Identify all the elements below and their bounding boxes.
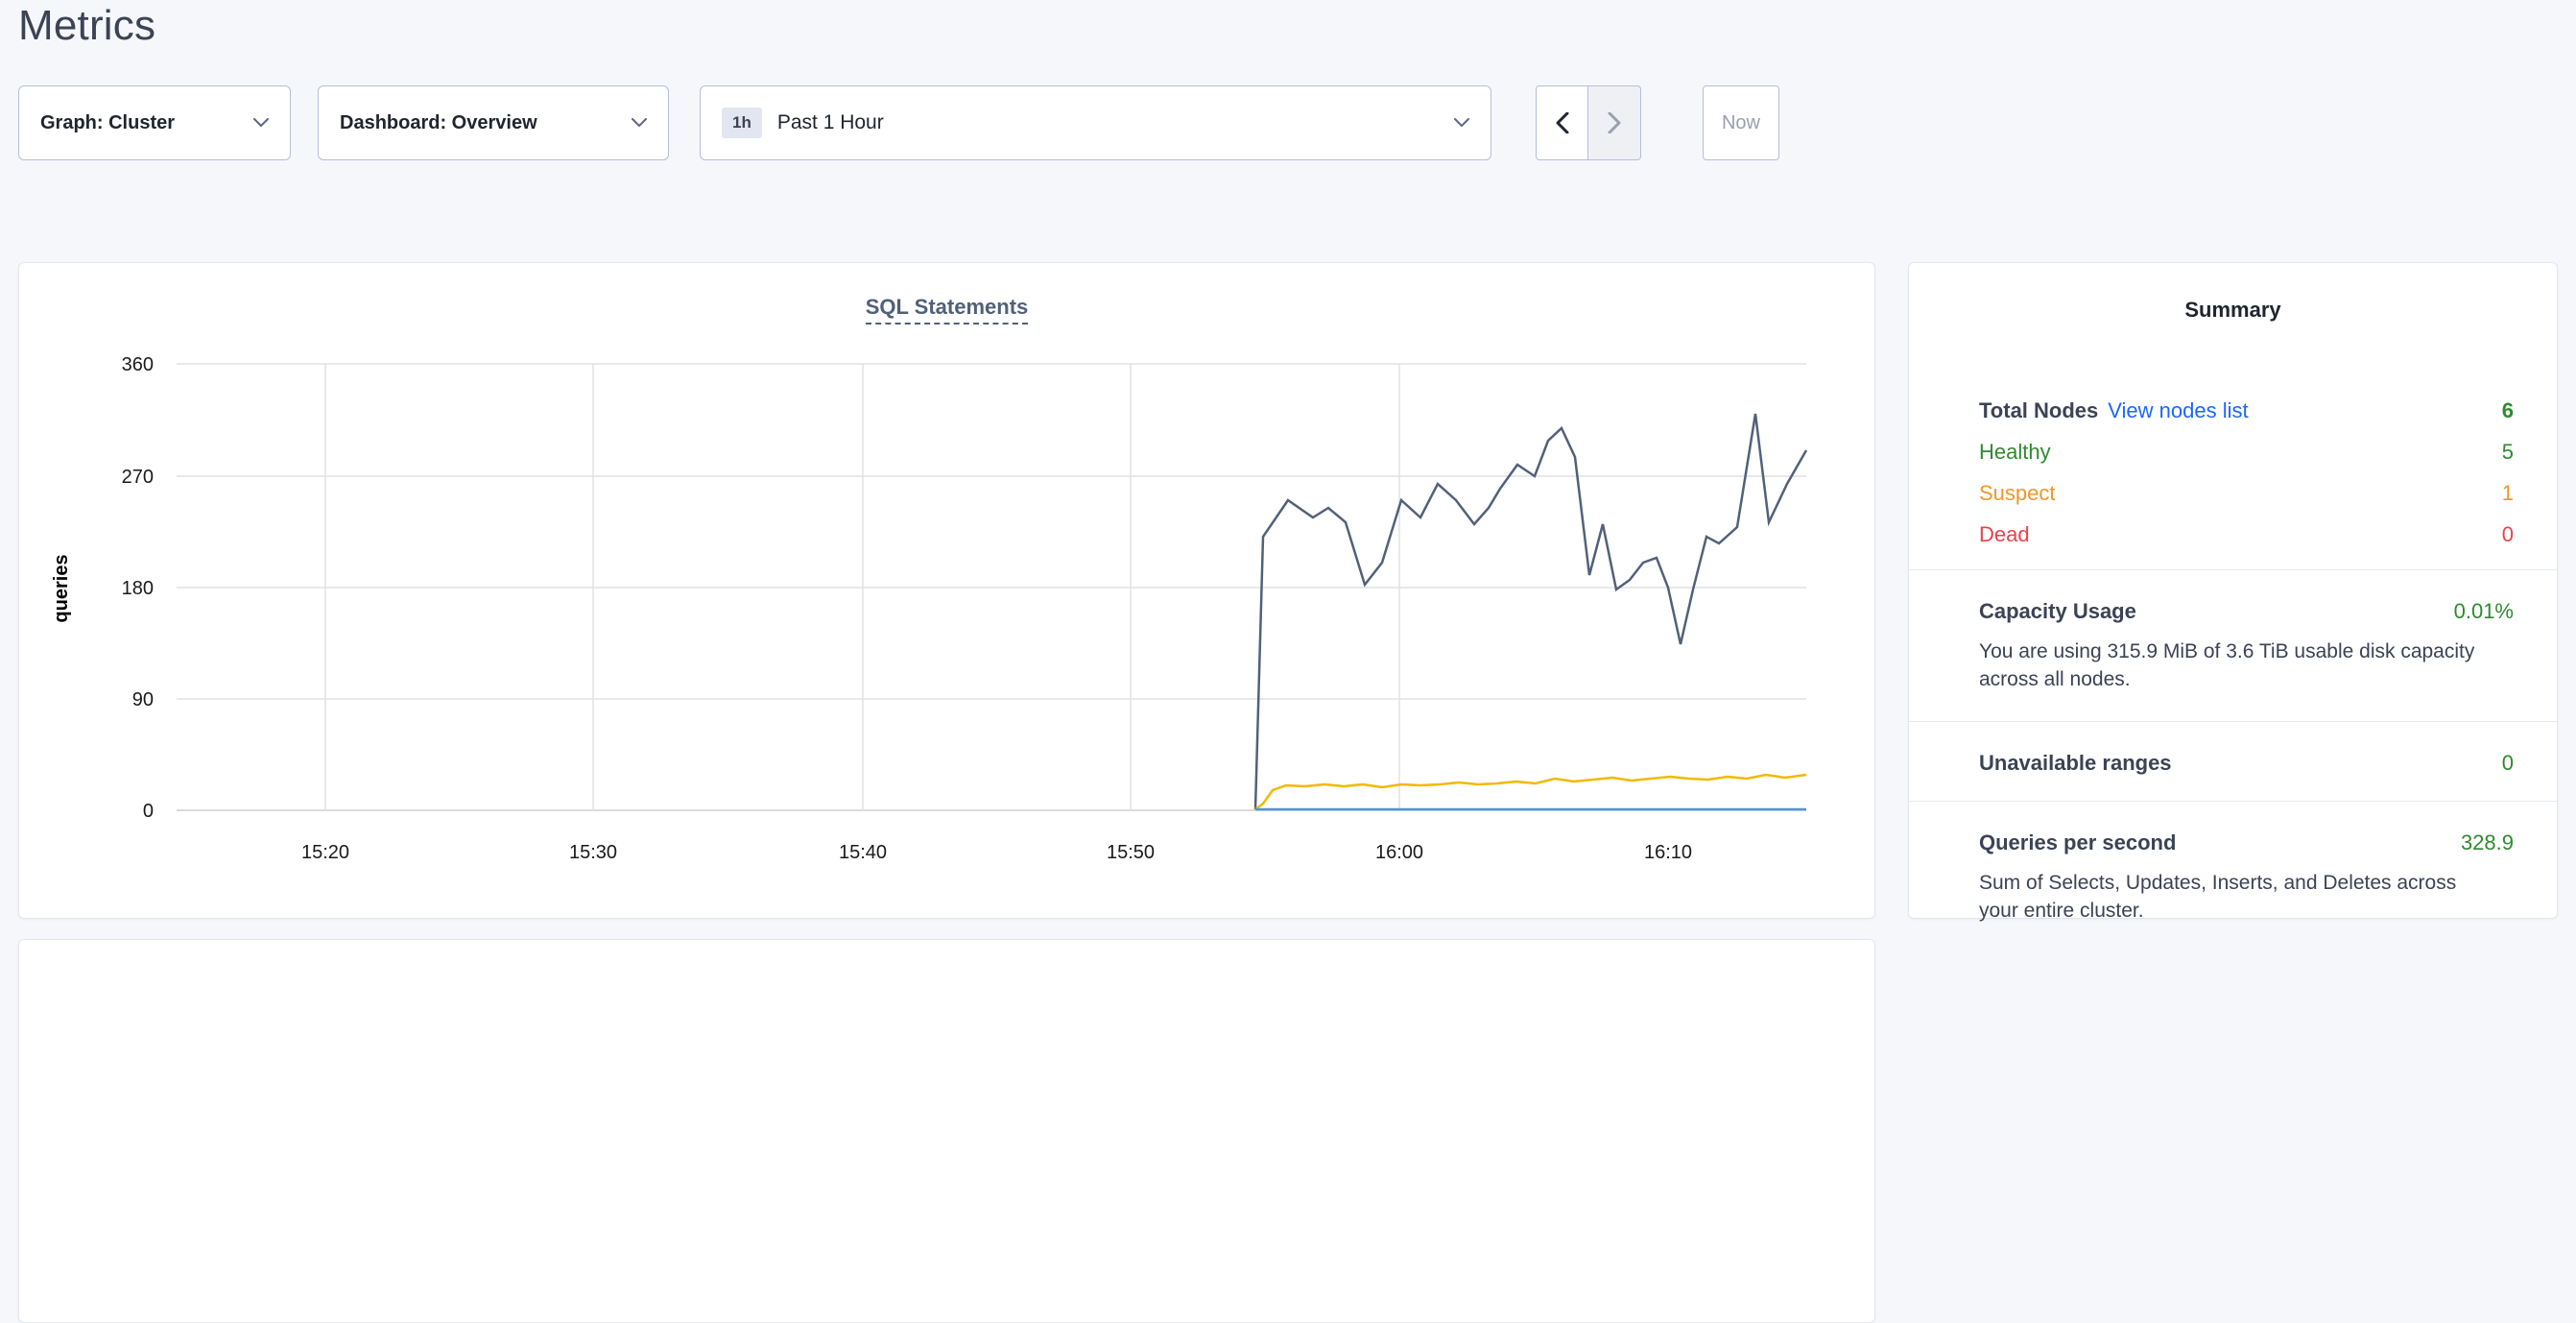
svg-text:360: 360 — [122, 354, 154, 375]
svg-text:270: 270 — [122, 467, 154, 488]
svg-text:16:00: 16:00 — [1375, 842, 1423, 863]
svg-text:90: 90 — [132, 689, 154, 710]
svg-text:15:40: 15:40 — [839, 842, 887, 863]
svg-text:queries: queries — [51, 554, 72, 622]
svg-text:0: 0 — [143, 801, 154, 822]
svg-text:15:20: 15:20 — [301, 842, 349, 863]
svg-text:180: 180 — [122, 578, 154, 599]
svg-text:15:30: 15:30 — [569, 842, 617, 863]
svg-text:15:50: 15:50 — [1107, 842, 1155, 863]
svg-text:16:10: 16:10 — [1644, 842, 1692, 863]
